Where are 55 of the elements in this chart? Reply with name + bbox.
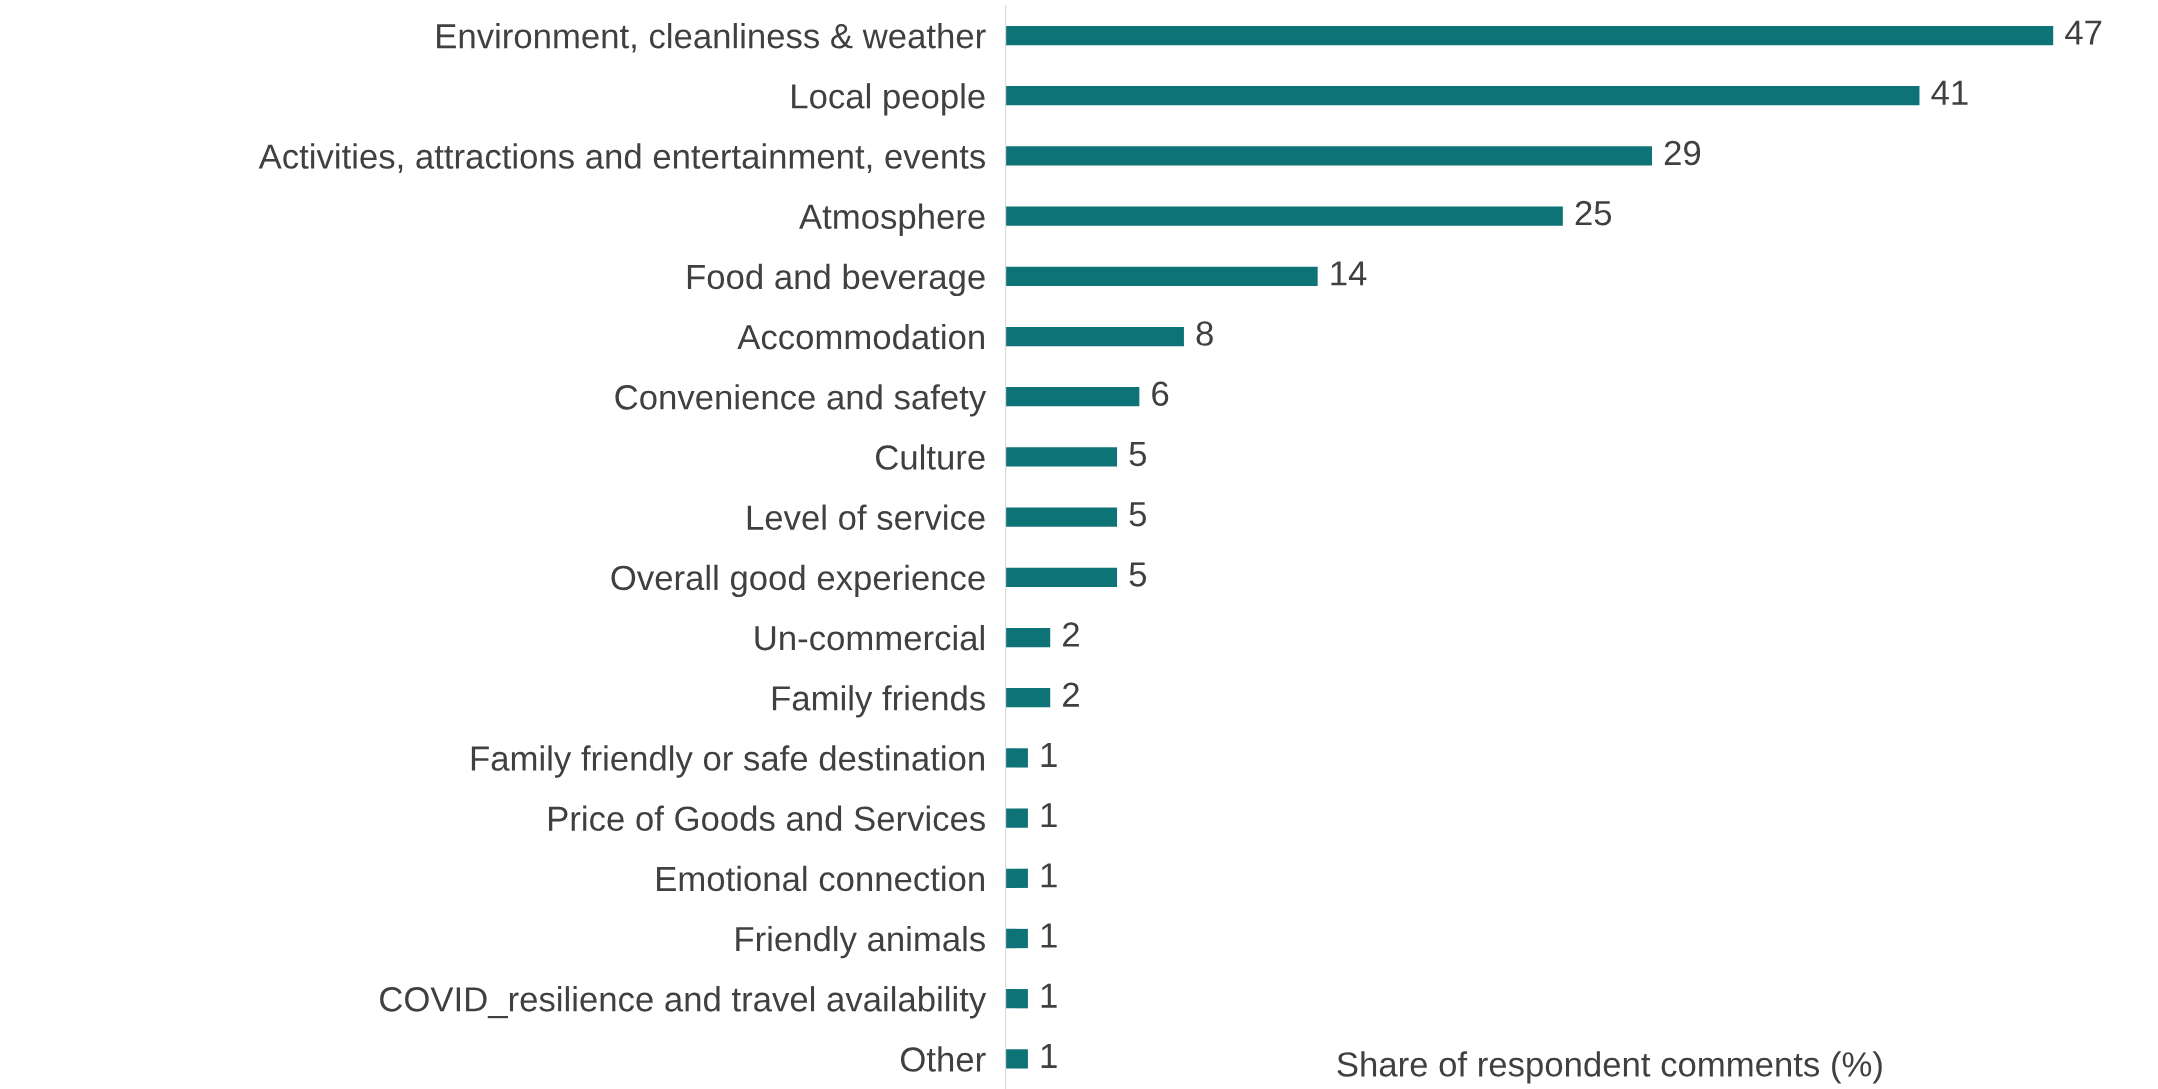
y-tick-label: Family friends bbox=[772, 685, 985, 718]
y-tick-label: Activities, attractions and entertainment, events bbox=[258, 143, 985, 173]
data-label: 1 bbox=[1041, 1043, 1057, 1068]
y-tick-label: Food and beverage bbox=[687, 263, 985, 297]
y-tick-label: Local people bbox=[792, 83, 985, 116]
bar bbox=[1005, 25, 2054, 46]
y-tick-label: Overall good experience bbox=[611, 564, 985, 598]
bar bbox=[1005, 447, 1118, 467]
y-tick-label: Environment, cleanliness & weather bbox=[437, 22, 986, 53]
y-tick-label: Other bbox=[900, 1046, 986, 1072]
y-tick-label: Culture bbox=[876, 444, 985, 470]
bar bbox=[1005, 928, 1028, 949]
data-label: 5 bbox=[1129, 502, 1147, 527]
y-tick-label: Price of Goods and Services bbox=[549, 805, 985, 832]
data-label: 2 bbox=[1063, 682, 1079, 707]
bar bbox=[1005, 387, 1140, 407]
bar bbox=[1005, 86, 1920, 106]
bar bbox=[1005, 326, 1184, 347]
bar bbox=[1005, 266, 1318, 286]
data-label: 1 bbox=[1041, 803, 1057, 828]
data-label: 25 bbox=[1575, 200, 1612, 226]
y-tick-label: Emotional connection bbox=[657, 865, 984, 892]
y-tick-label: Family friendly or safe destination bbox=[471, 745, 984, 778]
bar bbox=[1005, 1049, 1028, 1069]
bar bbox=[1005, 989, 1028, 1009]
data-label: 29 bbox=[1664, 140, 1701, 166]
y-tick-label: COVID_resilience and travel availability bbox=[380, 986, 987, 1019]
y-tick-label: Friendly animals bbox=[736, 925, 985, 959]
bar bbox=[1005, 206, 1563, 226]
y-tick-label: Un-commercial bbox=[755, 624, 984, 651]
data-label: 1 bbox=[1041, 983, 1057, 1008]
bar bbox=[1005, 688, 1051, 708]
data-label: 2 bbox=[1063, 622, 1079, 647]
bar bbox=[1005, 748, 1028, 768]
y-tick-label: Accommodation bbox=[737, 323, 984, 350]
bar bbox=[1005, 146, 1652, 166]
y-tick-label: Convenience and safety bbox=[615, 384, 987, 417]
data-label: 41 bbox=[1931, 80, 1968, 105]
data-label: 1 bbox=[1041, 743, 1057, 767]
data-label: 5 bbox=[1129, 562, 1147, 587]
data-label: 1 bbox=[1041, 863, 1057, 888]
bar bbox=[1005, 868, 1028, 888]
y-tick-label: Level of service bbox=[747, 504, 985, 531]
x-axis-title: Share of respondent comments (%) bbox=[1337, 1051, 1882, 1084]
bar bbox=[1005, 808, 1028, 828]
data-label: 8 bbox=[1196, 321, 1213, 346]
bar bbox=[1005, 507, 1118, 527]
data-label: 1 bbox=[1041, 923, 1057, 948]
bar bbox=[1005, 627, 1051, 648]
data-label: 6 bbox=[1152, 381, 1169, 407]
data-label: 5 bbox=[1129, 442, 1147, 467]
data-label: 47 bbox=[2065, 20, 2102, 45]
y-tick-label: Atmosphere bbox=[799, 203, 985, 236]
data-label: 14 bbox=[1331, 261, 1367, 286]
bar bbox=[1005, 567, 1118, 587]
